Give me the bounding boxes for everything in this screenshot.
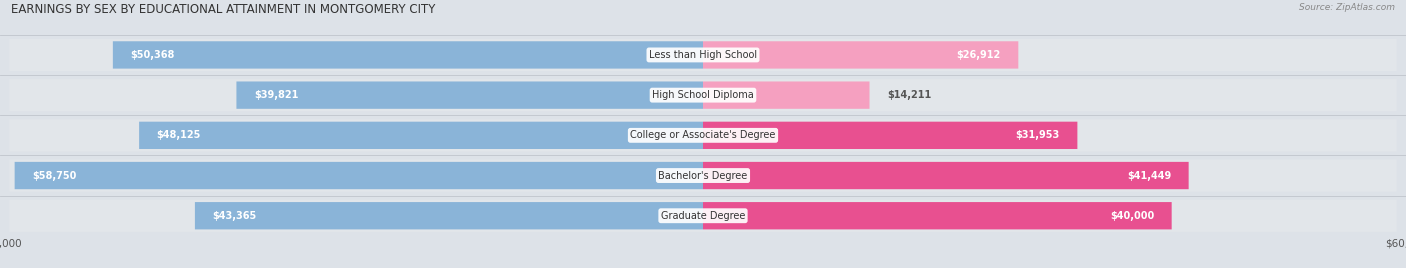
FancyBboxPatch shape [236,81,703,109]
FancyBboxPatch shape [195,202,703,229]
FancyBboxPatch shape [14,162,703,189]
Text: Source: ZipAtlas.com: Source: ZipAtlas.com [1299,3,1395,12]
Text: $26,912: $26,912 [956,50,1001,60]
FancyBboxPatch shape [703,202,1171,229]
FancyBboxPatch shape [703,162,1188,189]
Text: Bachelor's Degree: Bachelor's Degree [658,170,748,181]
Text: $48,125: $48,125 [156,130,201,140]
Text: EARNINGS BY SEX BY EDUCATIONAL ATTAINMENT IN MONTGOMERY CITY: EARNINGS BY SEX BY EDUCATIONAL ATTAINMEN… [11,3,436,16]
FancyBboxPatch shape [139,122,703,149]
FancyBboxPatch shape [10,159,1396,192]
Text: $14,211: $14,211 [887,90,931,100]
Text: $31,953: $31,953 [1015,130,1060,140]
FancyBboxPatch shape [10,119,1396,151]
FancyBboxPatch shape [703,122,1077,149]
FancyBboxPatch shape [703,41,1018,69]
Text: $40,000: $40,000 [1109,211,1154,221]
Text: $41,449: $41,449 [1126,170,1171,181]
FancyBboxPatch shape [112,41,703,69]
FancyBboxPatch shape [703,81,869,109]
Text: Graduate Degree: Graduate Degree [661,211,745,221]
Text: High School Diploma: High School Diploma [652,90,754,100]
Text: $58,750: $58,750 [32,170,76,181]
Text: $50,368: $50,368 [131,50,174,60]
Text: $43,365: $43,365 [212,211,257,221]
FancyBboxPatch shape [10,200,1396,232]
Text: College or Associate's Degree: College or Associate's Degree [630,130,776,140]
Text: Less than High School: Less than High School [650,50,756,60]
FancyBboxPatch shape [10,79,1396,111]
FancyBboxPatch shape [10,39,1396,71]
Text: $39,821: $39,821 [254,90,298,100]
